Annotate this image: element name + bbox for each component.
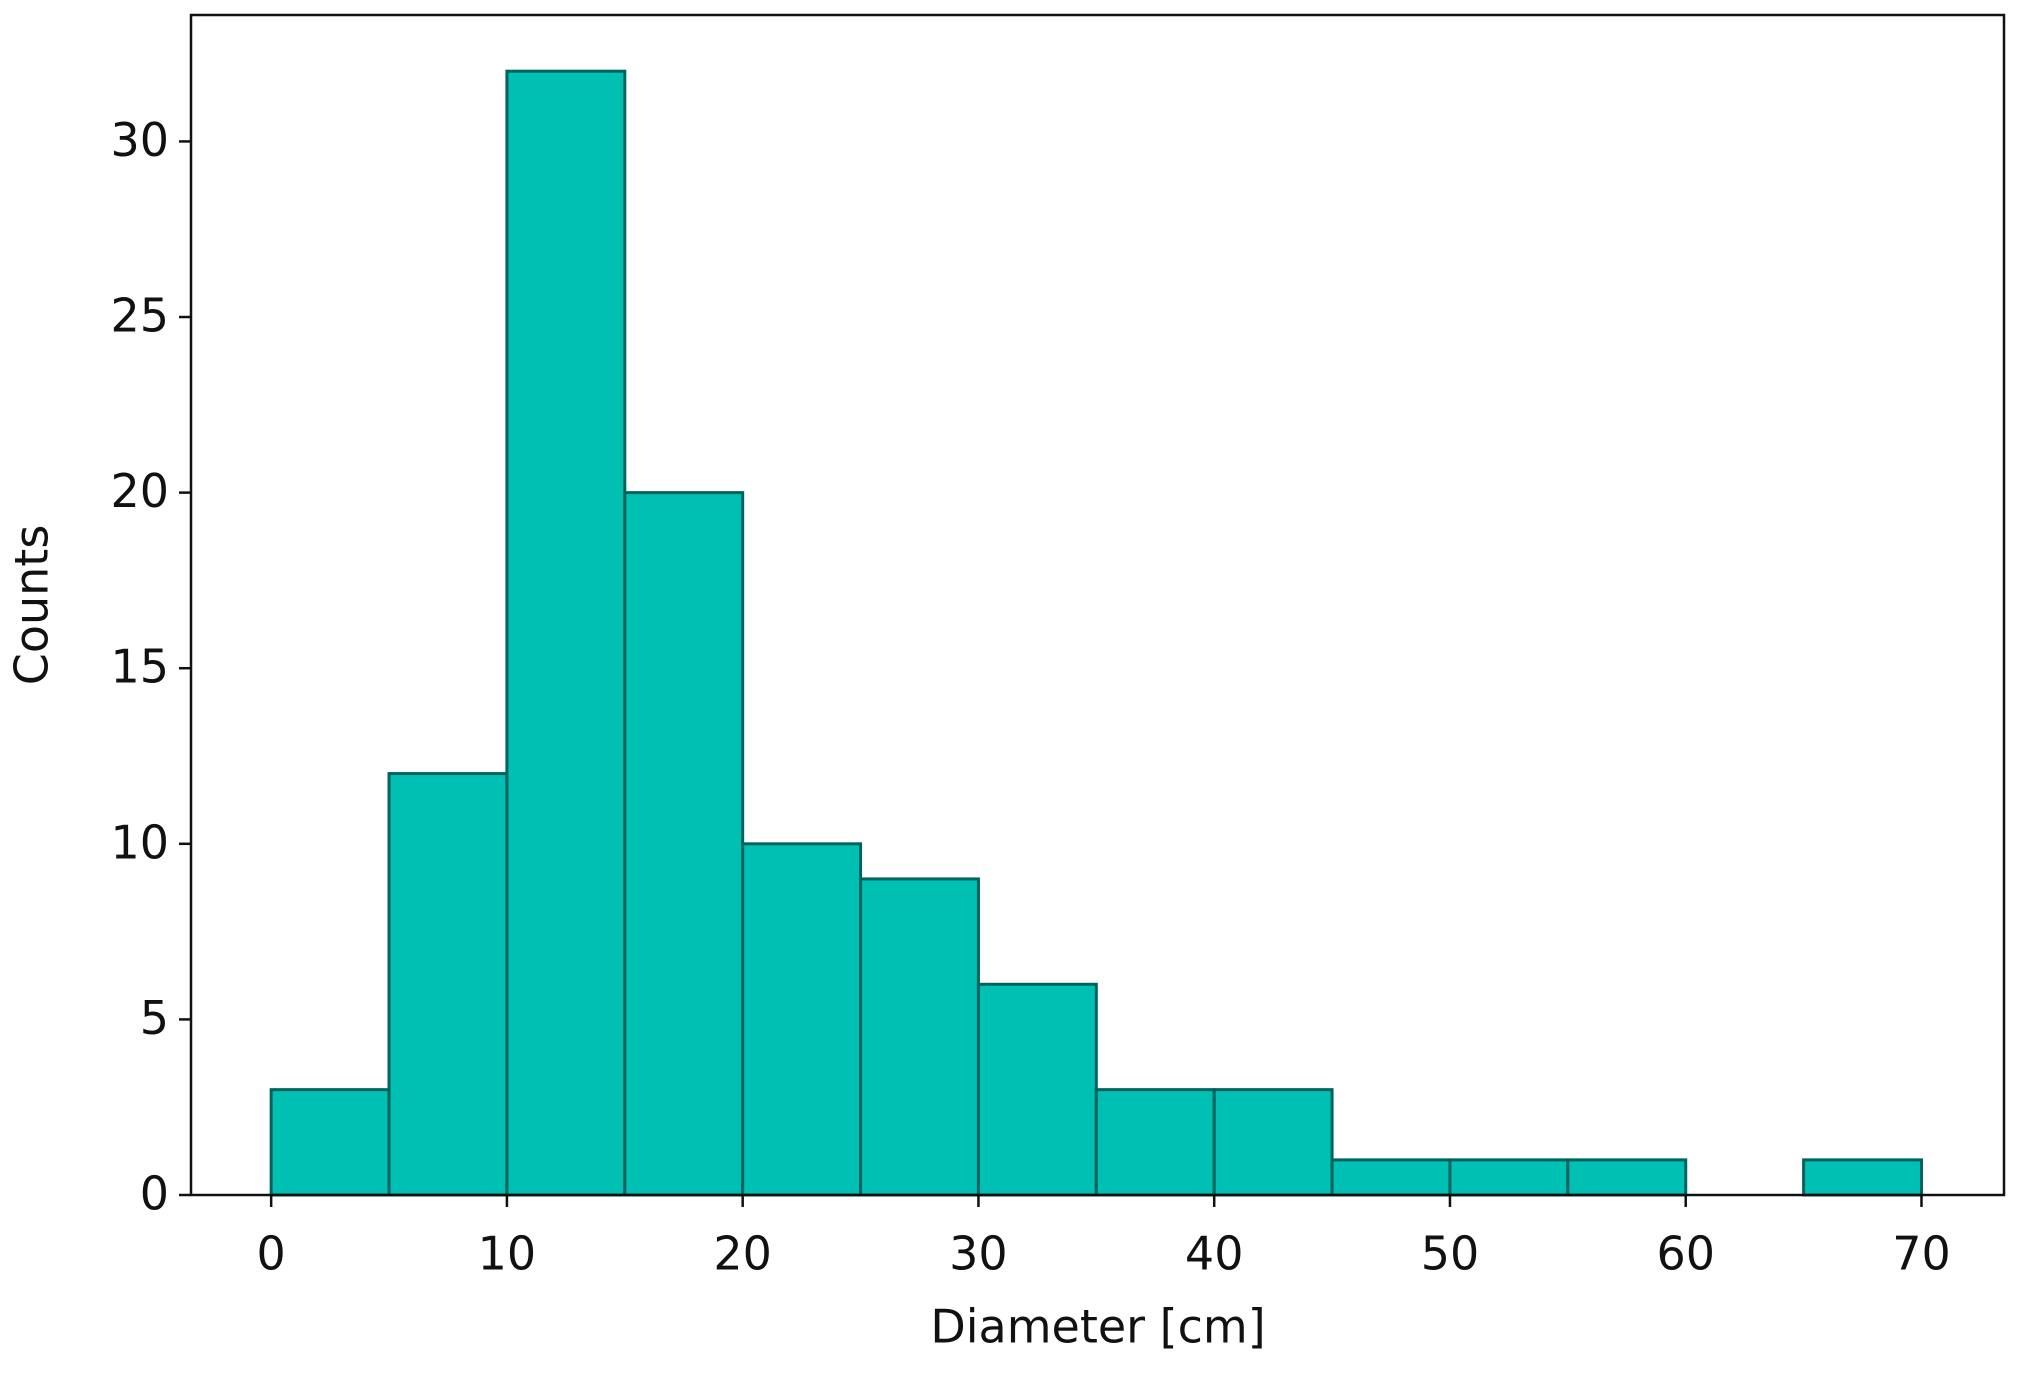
- y-axis-label: Counts: [5, 525, 59, 686]
- bar: [1330, 1158, 1452, 1197]
- x-axis-label: Diameter [cm]: [930, 1300, 1265, 1354]
- bar: [1802, 1158, 1923, 1197]
- bar: [1212, 1088, 1334, 1197]
- bar: [741, 842, 863, 1197]
- y-tick-label: 30: [110, 113, 169, 167]
- y-tick-label: 15: [110, 640, 169, 694]
- y-tick-label: 0: [140, 1167, 169, 1221]
- bar: [1566, 1158, 1688, 1197]
- x-tick-label: 0: [257, 1227, 286, 1281]
- x-tick-label: 50: [1421, 1227, 1480, 1281]
- bar: [1094, 1088, 1216, 1197]
- bar: [1448, 1158, 1570, 1197]
- bar: [387, 772, 509, 1197]
- x-tick-label: 30: [949, 1227, 1008, 1281]
- bar: [859, 877, 980, 1197]
- plot-frame: [189, 13, 2006, 1197]
- x-tick-label: 40: [1185, 1227, 1244, 1281]
- x-tick-label: 10: [478, 1227, 537, 1281]
- bar: [269, 1088, 391, 1197]
- y-tick-label: 25: [110, 289, 169, 343]
- y-tick-label: 5: [140, 991, 169, 1045]
- bar: [976, 982, 1098, 1197]
- bar: [505, 69, 627, 1197]
- x-tick-label: 20: [713, 1227, 772, 1281]
- y-tick-label: 10: [110, 815, 169, 869]
- x-tick-label: 70: [1892, 1227, 1951, 1281]
- x-tick-label: 60: [1656, 1227, 1715, 1281]
- y-tick-label: 20: [110, 464, 169, 518]
- bar: [623, 491, 745, 1197]
